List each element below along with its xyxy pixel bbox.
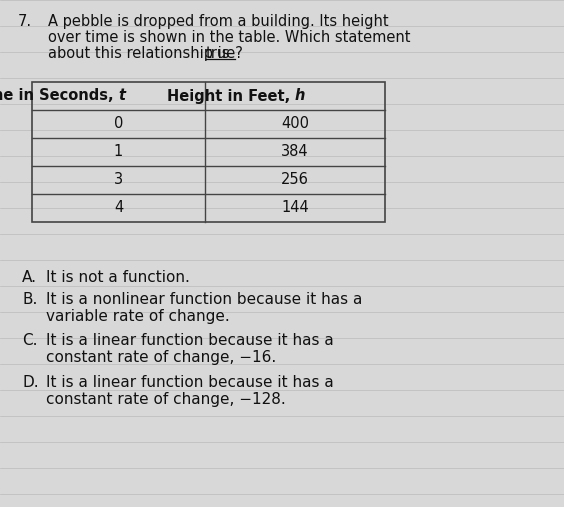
Text: 3: 3 — [114, 172, 123, 188]
Text: C.: C. — [22, 333, 37, 348]
Text: A.: A. — [22, 270, 37, 285]
Text: It is a linear function because it has a: It is a linear function because it has a — [46, 333, 334, 348]
Text: It is a nonlinear function because it has a: It is a nonlinear function because it ha… — [46, 292, 363, 307]
Text: A pebble is dropped from a building. Its height: A pebble is dropped from a building. Its… — [48, 14, 389, 29]
Text: t: t — [118, 89, 126, 103]
Text: 4: 4 — [114, 200, 123, 215]
Text: 1: 1 — [114, 144, 123, 160]
Text: 384: 384 — [281, 144, 309, 160]
Text: It is not a function.: It is not a function. — [46, 270, 190, 285]
Text: B.: B. — [22, 292, 37, 307]
Text: Height in Feet,: Height in Feet, — [166, 89, 295, 103]
Text: constant rate of change, −128.: constant rate of change, −128. — [46, 392, 286, 407]
Text: h: h — [295, 89, 305, 103]
Text: about this relationship is: about this relationship is — [48, 46, 234, 61]
Text: 0: 0 — [114, 117, 123, 131]
Text: constant rate of change, −16.: constant rate of change, −16. — [46, 350, 276, 365]
Bar — [32, 82, 385, 222]
Text: 144: 144 — [281, 200, 309, 215]
Text: 7.: 7. — [18, 14, 32, 29]
Text: variable rate of change.: variable rate of change. — [46, 309, 230, 324]
Text: It is a linear function because it has a: It is a linear function because it has a — [46, 375, 334, 390]
Text: D.: D. — [22, 375, 38, 390]
Text: 256: 256 — [281, 172, 309, 188]
Text: 400: 400 — [281, 117, 309, 131]
Text: over time is shown in the table. Which statement: over time is shown in the table. Which s… — [48, 30, 411, 45]
Text: true?: true? — [206, 46, 244, 61]
Text: Time in Seconds,: Time in Seconds, — [0, 89, 118, 103]
